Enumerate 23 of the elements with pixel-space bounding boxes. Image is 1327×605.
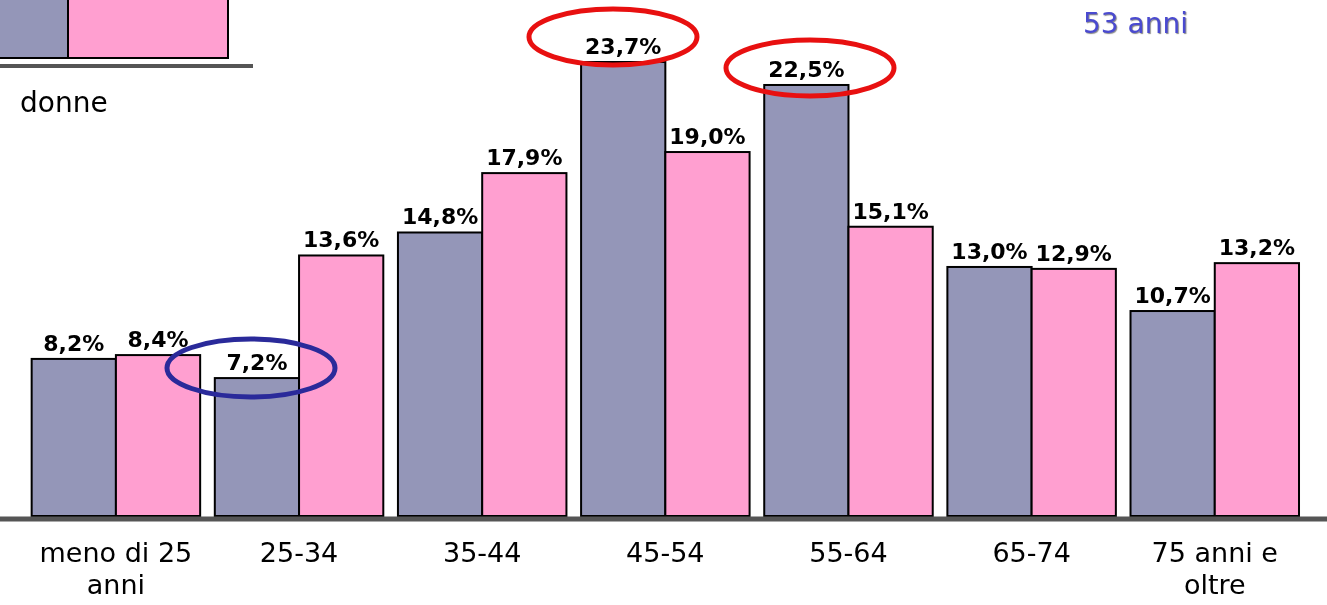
data-label: 19,0% — [669, 124, 746, 150]
text: 53 anni — [1083, 7, 1188, 40]
x-tick-label: 55-64 — [809, 537, 888, 568]
data-label: 8,2% — [43, 330, 105, 356]
data-label: 10,7% — [1134, 283, 1211, 309]
x-tick-label: 25-34 — [259, 537, 339, 568]
data-label: 13,6% — [303, 227, 380, 253]
x-tick-label: 45-54 — [626, 537, 705, 568]
data-label: 14,8% — [401, 204, 479, 230]
data-label: 8,4% — [127, 327, 189, 353]
data-label: 22,5% — [768, 56, 845, 82]
x-tick-label: 75 anni e oltre — [1151, 537, 1278, 600]
x-tick-label: 65-74 — [992, 537, 1071, 568]
data-label: 23,7% — [585, 34, 662, 59]
data-label: 12,9% — [1035, 240, 1112, 266]
data-label: 7,2% — [226, 350, 288, 376]
x-tick-label: 35-44 — [442, 537, 522, 568]
data-label: 13,2% — [1218, 235, 1296, 261]
annotation: donne — [20, 86, 108, 119]
data-label: 13,0% — [951, 238, 1028, 264]
data-label: 15,1% — [852, 198, 929, 224]
data-label: 17,9% — [486, 145, 563, 171]
x-tick-label: meno di 25 anni — [39, 537, 193, 600]
